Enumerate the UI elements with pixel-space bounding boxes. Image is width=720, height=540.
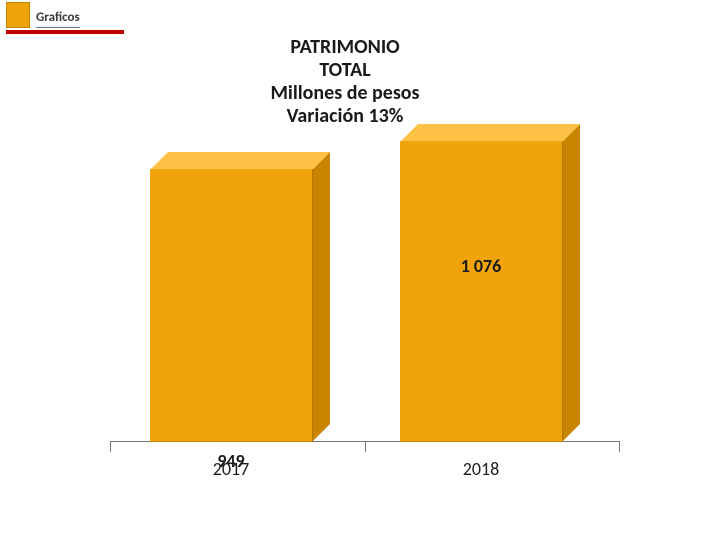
tab-underline xyxy=(6,30,124,34)
title-line2: TOTAL xyxy=(210,59,480,82)
bar-top xyxy=(400,124,580,142)
bar-chart: 949 2017 1 076 2018 xyxy=(60,140,620,500)
x-label-2017: 2017 xyxy=(150,458,312,480)
bar-side xyxy=(312,152,330,442)
x-axis-tick xyxy=(619,442,620,452)
title-line1: PATRIMONIO xyxy=(210,36,480,59)
x-axis-tick xyxy=(110,442,111,452)
chart-title: PATRIMONIO TOTAL Millones de pesos Varia… xyxy=(210,36,480,128)
bar-top xyxy=(150,152,330,170)
tab-box-icon xyxy=(6,2,30,28)
bar-front xyxy=(400,141,563,442)
x-axis-tick xyxy=(365,442,366,452)
bar-2017 xyxy=(150,152,330,442)
bar-value-2018: 1 076 xyxy=(400,255,562,277)
tab-graficos: Graficos xyxy=(6,2,124,34)
tab-label: Graficos xyxy=(36,10,80,28)
title-line3: Millones de pesos xyxy=(210,82,480,105)
x-label-2018: 2018 xyxy=(400,458,562,480)
bar-2018: 1 076 xyxy=(400,124,580,442)
bar-front xyxy=(150,169,313,442)
bar-side xyxy=(562,124,580,442)
